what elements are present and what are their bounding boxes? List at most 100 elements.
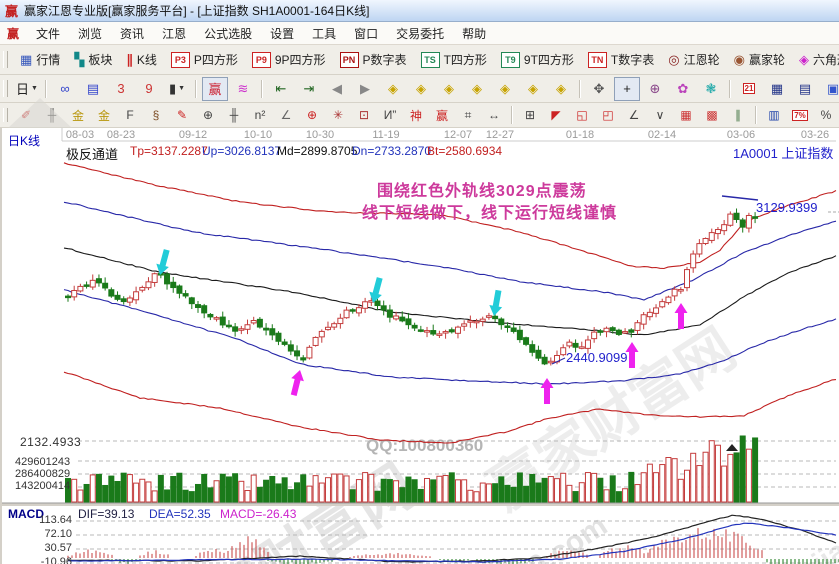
p-square-button[interactable]: P3 P四方形 [164, 49, 245, 70]
notebook-button[interactable]: ▤ [792, 77, 818, 101]
menu-item-settings[interactable]: 设置 [270, 26, 295, 41]
last-page-button[interactable]: ⇥ [296, 77, 322, 101]
kline-button[interactable]: ∥ K线 [119, 49, 164, 70]
hexagon-button[interactable]: ◈六角形 [792, 49, 839, 70]
fan-box-button[interactable]: ◱ [570, 104, 594, 126]
hexagon-label: 六角形 [812, 53, 839, 67]
toolbar-grip[interactable] [3, 107, 8, 123]
menu-item-formula-stock-pick[interactable]: 公式选股 [204, 26, 253, 41]
golden-section-2-button[interactable]: 金 [92, 104, 116, 126]
toolbar-grip[interactable] [3, 50, 8, 69]
time-grid-icon: ╫ [229, 108, 239, 122]
fibonacci-button[interactable]: F [118, 104, 142, 126]
starburst-button[interactable]: ✳ [326, 104, 350, 126]
t-square-button[interactable]: TS T四方形 [414, 49, 494, 70]
angle-ruler-button[interactable]: ∠ [274, 104, 298, 126]
parallel-lines-button[interactable]: ∥ [726, 104, 750, 126]
menu-item-help[interactable]: 帮助 [462, 26, 487, 41]
zoom-in-h-button[interactable]: ◈ [464, 77, 490, 101]
volume-scale-label: 143200414 [15, 480, 71, 492]
expand-v-button[interactable]: ◈ [520, 77, 546, 101]
square-target-button[interactable]: ⊡ [352, 104, 376, 126]
calendar-21-button[interactable]: 21 [736, 77, 762, 101]
fan-box-icon: ◱ [576, 108, 588, 122]
candle-style-button[interactable]: ▮ ▼ [164, 77, 190, 101]
vee-lines-button[interactable]: ∨ [648, 104, 672, 126]
hand-tool-button[interactable]: ✥ [586, 77, 612, 101]
menu-item-trade-order[interactable]: 交易委托 [396, 26, 445, 41]
pencil-ruler-icon: ✎ [176, 108, 188, 122]
axis-date: 03-26 [800, 129, 830, 141]
zoom-tool-button[interactable]: ⊕ [642, 77, 668, 101]
cloud-tool-icon: ❃ [705, 80, 717, 96]
rays-button[interactable]: ◤ [544, 104, 568, 126]
fan-box-2-button[interactable]: ◰ [596, 104, 620, 126]
t-number-button[interactable]: TN T数字表 [581, 49, 661, 70]
menu-item-tools[interactable]: 工具 [312, 26, 337, 41]
period-day-button[interactable]: 日 ▼ [14, 77, 40, 101]
pan-right-button[interactable]: ◈ [408, 77, 434, 101]
menu-item-browse[interactable]: 浏览 [78, 26, 103, 41]
pan-left-button[interactable]: ◈ [380, 77, 406, 101]
gann-wheel-button[interactable]: ◎ 江恩轮 [661, 49, 726, 70]
expand-v-icon: ◈ [528, 80, 538, 96]
step-forward-button[interactable]: ▶ [352, 77, 378, 101]
shrink-v-button[interactable]: ◈ [548, 77, 574, 101]
n-square-button[interactable]: n² [248, 104, 272, 126]
overview-button[interactable]: ∞ [52, 77, 78, 101]
menu-item-news[interactable]: 资讯 [120, 26, 145, 41]
crosshair-tool-button[interactable]: + [614, 76, 640, 101]
angle-lines-button[interactable]: ∠ [622, 104, 646, 126]
report-button[interactable]: ▤ [80, 77, 106, 101]
macd-scale-label: -10.96 [40, 556, 72, 564]
chart-canvas[interactable] [0, 128, 839, 564]
cloud-tool-button[interactable]: ❃ [698, 77, 724, 101]
calendar-21-icon: 21 [742, 83, 756, 94]
vee-lines-icon: ∨ [655, 108, 665, 122]
golden-section-button[interactable]: 金 [66, 104, 90, 126]
p-number-button[interactable]: PN P数字表 [333, 49, 414, 70]
t-number-icon: TN [587, 51, 607, 68]
width-measure-button[interactable]: ↔ [482, 104, 506, 126]
menu-item-window[interactable]: 窗口 [354, 26, 379, 41]
price-scale-label: 2132.4933 [20, 435, 82, 449]
ruler-123-button[interactable]: ⌗ [456, 104, 480, 126]
chart-area[interactable]: 赢家财富网 赢家财富网 www.yingjia360.com www.yingj… [0, 128, 839, 564]
wolf-logo-button[interactable]: 赢 [202, 76, 228, 101]
step-back-button[interactable]: ◀ [324, 77, 350, 101]
indicator-value: 极反通道 [66, 147, 119, 162]
day-grid-button[interactable]: ⊞ [518, 104, 542, 126]
red-grid-button[interactable]: ▦ [674, 104, 698, 126]
winner-wheel-button[interactable]: ◉ 赢家轮 [727, 49, 792, 70]
gann-target-button[interactable]: ⊕ [300, 104, 324, 126]
t9-square-button[interactable]: T9 9T四方形 [494, 49, 581, 70]
ying-tool-button[interactable]: 赢 [430, 104, 454, 126]
distribution-icon: ▥ [768, 108, 780, 122]
shen-tool-button[interactable]: 神 [404, 104, 428, 126]
first-page-button[interactable]: ⇤ [268, 77, 294, 101]
color-chart-button[interactable]: ≋ [230, 77, 256, 101]
percent-button[interactable]: % [814, 104, 838, 126]
axis-date: 09-12 [178, 129, 208, 141]
time-grid-button[interactable]: ╫ [222, 104, 246, 126]
calculator-button[interactable]: ▦ [764, 77, 790, 101]
wave-mark-button[interactable]: И” [378, 104, 402, 126]
bars-3-button[interactable]: 3 [108, 77, 134, 101]
quotes-button[interactable]: ▦ 行情 [13, 49, 67, 70]
toolbar-grip[interactable] [3, 80, 8, 97]
sectors-button[interactable]: ▚ 板块 [67, 49, 119, 70]
spiral-button[interactable]: § [144, 104, 168, 126]
menu-item-file[interactable]: 文件 [36, 26, 61, 41]
percent-7-button[interactable]: 7% [788, 104, 812, 126]
flower-tool-button[interactable]: ✿ [670, 77, 696, 101]
save-button[interactable]: ▣ [820, 77, 839, 101]
p9-square-button[interactable]: P9 9P四方形 [245, 49, 333, 70]
pencil-ruler-button[interactable]: ✎ [170, 104, 194, 126]
zoom-out-h-button[interactable]: ◈ [436, 77, 462, 101]
cycle-circle-button[interactable]: ⊕ [196, 104, 220, 126]
menu-item-gann[interactable]: 江恩 [162, 26, 187, 41]
distribution-button[interactable]: ▥ [762, 104, 786, 126]
center-view-button[interactable]: ◈ [492, 77, 518, 101]
bars-9-button[interactable]: 9 [136, 77, 162, 101]
red-grid-arrow-button[interactable]: ▩ [700, 104, 724, 126]
